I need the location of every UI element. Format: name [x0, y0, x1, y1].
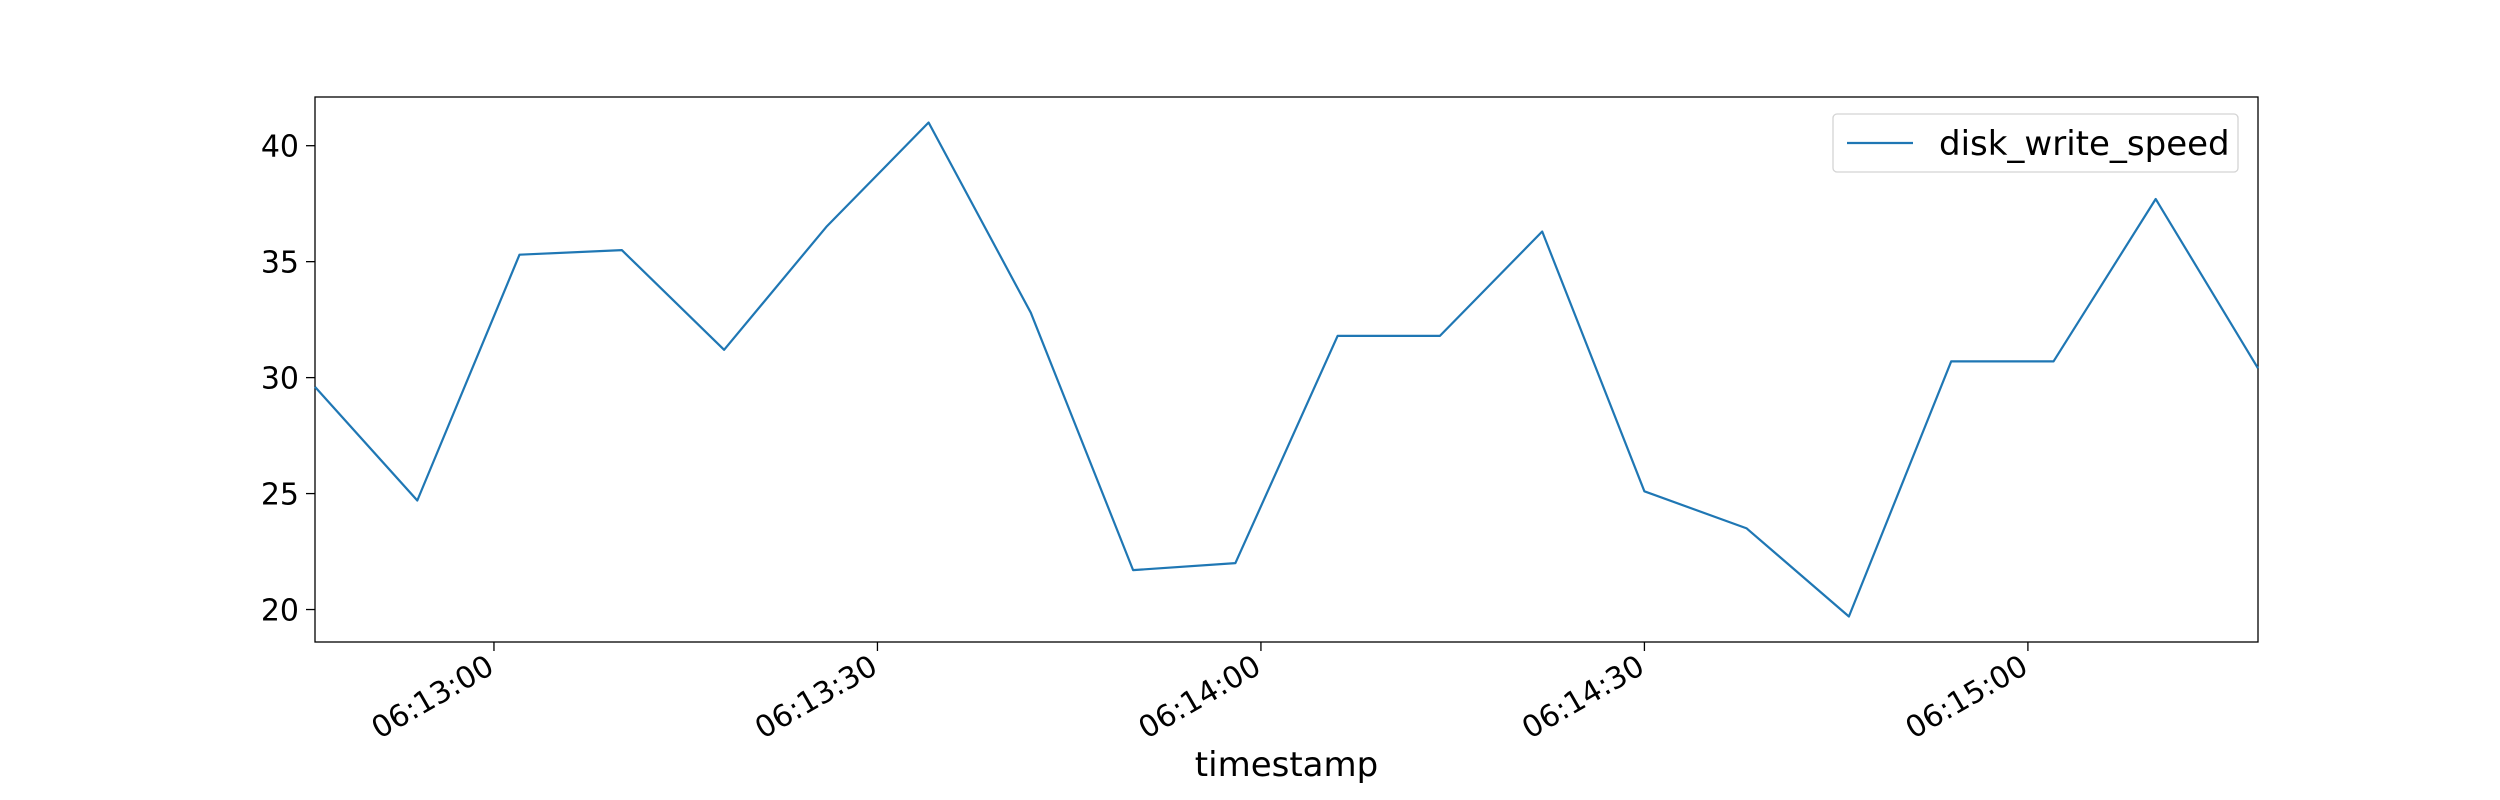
y-tick-label: 40 [261, 130, 299, 165]
x-axis: 06:13:00 06:13:30 06:14:00 06:14:30 06:15:00 [366, 642, 2034, 746]
y-tick-label: 25 [261, 478, 299, 513]
legend-box [1832, 113, 2239, 173]
x-tick-label: 06:14:30 [1516, 649, 1650, 747]
y-tick-label: 20 [261, 594, 299, 629]
x-tick-label: 06:13:00 [366, 649, 500, 747]
legend-label: disk_write_speed [1939, 124, 2230, 164]
y-tick-label: 30 [261, 362, 299, 397]
legend: disk_write_speed [1832, 113, 2239, 173]
y-tick-label: 35 [261, 246, 299, 281]
y-axis: 20 25 30 35 40 [261, 130, 315, 629]
plot-area [314, 96, 2259, 643]
x-tick-label: 06:15:00 [1900, 649, 2034, 747]
x-tick-label: 06:13:30 [749, 649, 883, 747]
series-line-disk_write_speed [314, 121, 2259, 618]
x-axis-label: timestamp [1195, 745, 1378, 785]
plot-frame [314, 96, 2259, 643]
x-tick-label: 06:14:00 [1133, 649, 1267, 747]
series-layer [314, 121, 2259, 618]
